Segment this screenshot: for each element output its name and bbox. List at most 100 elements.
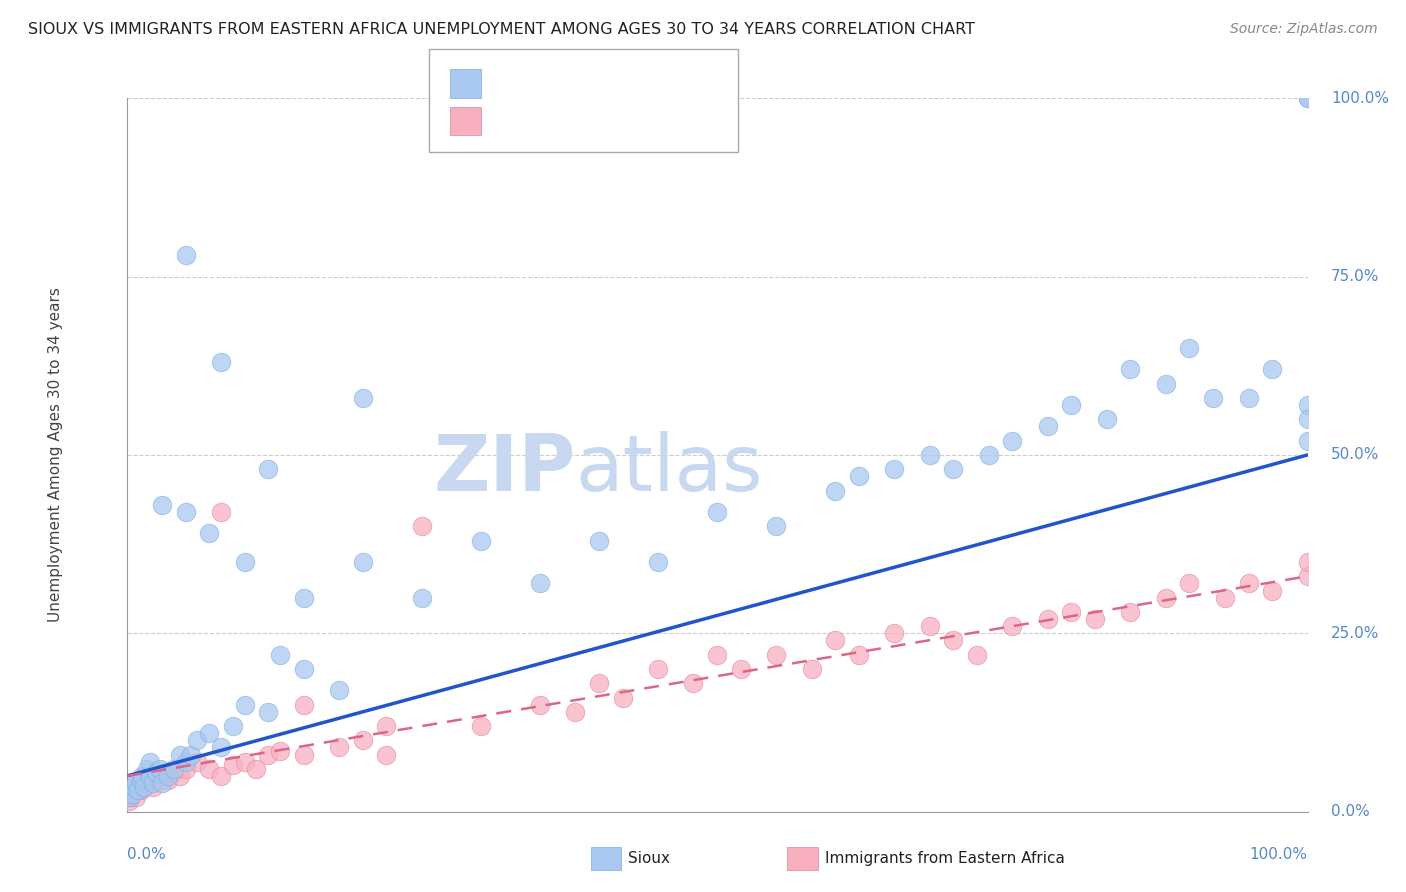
Point (135, 772, 157, 787)
Point (257, 747, 280, 762)
Point (257, 462, 280, 476)
Point (125, 776, 148, 790)
Point (588, 533, 610, 548)
Point (121, 787, 143, 801)
Point (156, 772, 179, 787)
Point (1296, 569, 1319, 583)
Point (706, 648, 728, 662)
Text: 68: 68 (644, 76, 666, 91)
Point (1261, 583, 1284, 598)
Point (222, 758, 245, 772)
Point (209, 740, 232, 755)
Point (1119, 605, 1142, 619)
Point (1296, 398, 1319, 412)
Point (135, 762, 157, 776)
Point (118, 794, 141, 808)
Point (198, 526, 221, 541)
Point (269, 744, 291, 758)
Point (375, 719, 398, 733)
Point (163, 765, 186, 780)
Point (124, 783, 146, 797)
Point (139, 755, 162, 769)
Point (257, 705, 280, 719)
Text: Sioux: Sioux (628, 851, 671, 865)
Point (564, 705, 586, 719)
Text: 0.0%: 0.0% (127, 847, 166, 863)
Point (411, 519, 433, 533)
Point (169, 747, 191, 762)
Text: Unemployment Among Ages 30 to 34 years: Unemployment Among Ages 30 to 34 years (48, 287, 63, 623)
Point (134, 780, 156, 794)
Point (186, 755, 208, 769)
Point (1154, 591, 1177, 605)
Point (352, 555, 374, 569)
Point (150, 769, 173, 783)
Point (1119, 362, 1142, 376)
Point (1237, 391, 1260, 405)
Point (1178, 341, 1201, 355)
Text: 64: 64 (644, 113, 666, 128)
Point (352, 391, 374, 405)
Point (139, 776, 162, 790)
Point (352, 733, 374, 747)
Point (942, 462, 965, 476)
Point (1296, 412, 1319, 426)
Point (180, 747, 202, 762)
Point (824, 483, 846, 498)
Point (150, 776, 173, 790)
Point (470, 533, 492, 548)
Point (233, 755, 256, 769)
Point (122, 780, 145, 794)
Point (328, 683, 350, 698)
Point (174, 248, 197, 262)
Point (245, 762, 267, 776)
Text: N =: N = (598, 113, 644, 128)
Point (174, 505, 197, 519)
Point (1060, 605, 1083, 619)
Point (1060, 398, 1083, 412)
Point (169, 769, 191, 783)
Point (918, 619, 941, 633)
Text: 0.0%: 0.0% (1331, 805, 1369, 819)
Point (588, 676, 610, 690)
Point (149, 762, 172, 776)
Point (1154, 376, 1177, 391)
Text: 50.0%: 50.0% (1331, 448, 1379, 462)
Point (292, 747, 315, 762)
Point (1296, 91, 1319, 105)
Point (129, 783, 152, 797)
Point (269, 648, 291, 662)
Text: Source: ZipAtlas.com: Source: ZipAtlas.com (1230, 22, 1378, 37)
Point (1261, 362, 1284, 376)
Point (209, 769, 232, 783)
Text: SIOUX VS IMMIGRANTS FROM EASTERN AFRICA UNEMPLOYMENT AMONG AGES 30 TO 34 YEARS C: SIOUX VS IMMIGRANTS FROM EASTERN AFRICA … (28, 22, 976, 37)
Point (706, 505, 728, 519)
Point (470, 719, 492, 733)
Point (647, 662, 669, 676)
Point (1296, 555, 1319, 569)
Point (174, 762, 197, 776)
Point (131, 769, 153, 783)
Text: 100.0%: 100.0% (1331, 91, 1389, 105)
Point (139, 769, 162, 783)
Point (1001, 619, 1024, 633)
Text: ZIP: ZIP (433, 431, 575, 508)
Point (150, 498, 173, 512)
Point (292, 698, 315, 712)
Point (198, 762, 221, 776)
Point (918, 448, 941, 462)
Point (209, 355, 232, 369)
Point (1178, 576, 1201, 591)
Point (1095, 412, 1118, 426)
Point (730, 662, 752, 676)
Point (824, 633, 846, 648)
Point (1036, 419, 1059, 434)
Point (145, 765, 167, 780)
Point (163, 762, 186, 776)
Point (149, 772, 172, 787)
Point (883, 462, 905, 476)
Point (186, 733, 208, 747)
Text: R =: R = (492, 76, 527, 91)
Point (942, 633, 965, 648)
Point (233, 555, 256, 569)
